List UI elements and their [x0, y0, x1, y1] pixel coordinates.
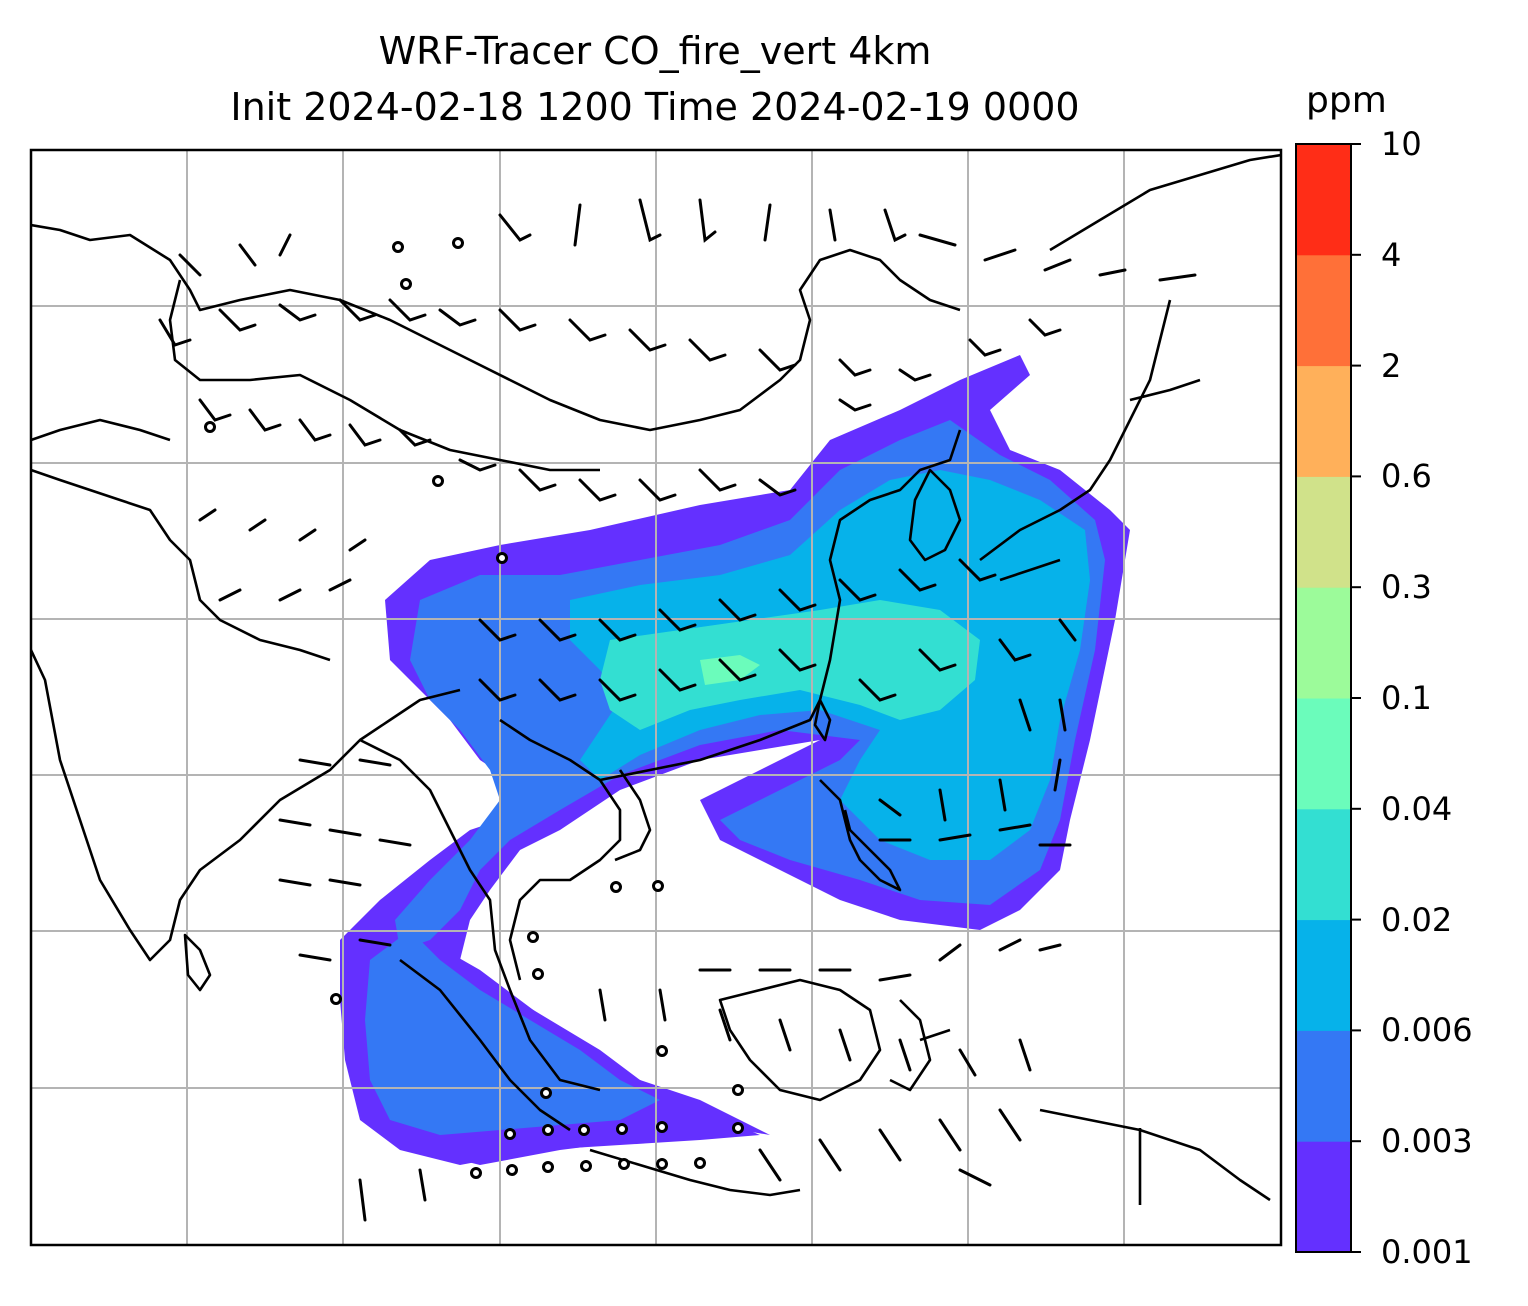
coast-taiwan	[813, 698, 832, 742]
map-title-line2: Init 2024-02-18 1200 Time 2024-02-19 000…	[230, 85, 1080, 129]
colorbar-tick-label: 4	[1381, 235, 1402, 274]
colorbar-segment	[1296, 1030, 1351, 1142]
wind-barbs	[158, 198, 1197, 1222]
coast-japan	[979, 299, 1201, 582]
colorbar-segment	[1296, 698, 1351, 810]
coast-sumatra	[399, 958, 571, 1132]
coast-russia-east	[1049, 153, 1281, 252]
map-frame	[29, 148, 1283, 1247]
coast-india-west	[31, 649, 461, 962]
colorbar-segment	[1296, 365, 1351, 477]
coast-vietnam	[614, 769, 652, 862]
colorbar-tick-label: 0.1	[1381, 679, 1432, 717]
coast-java	[589, 1148, 801, 1197]
colorbar-segment	[1296, 919, 1351, 1031]
coastlines	[31, 153, 1281, 1205]
plume-south-blue	[365, 930, 660, 1135]
colorbar-segment	[1296, 1141, 1351, 1253]
colorbar-tick-label: 0.003	[1381, 1122, 1473, 1161]
colorbar	[1295, 143, 1361, 1253]
colorbar-tick-label: 10	[1381, 125, 1422, 163]
colorbar-tick-label: 0.3	[1381, 568, 1432, 607]
colorbar-segment	[1296, 254, 1351, 367]
colorbar-tick-label: 0.02	[1381, 900, 1453, 939]
colorbar-tick-label: 0.001	[1381, 1233, 1473, 1271]
coast-new-guinea	[1039, 1108, 1271, 1202]
colorbar-segment	[1296, 476, 1351, 588]
colorbar-tick-label: 2	[1381, 346, 1402, 385]
map-gridlines	[31, 150, 1281, 1245]
map-title-line1: WRF-Tracer CO_fire_vert 4km	[378, 29, 932, 73]
coast-sulawesi	[889, 999, 951, 1092]
colorbar-segment	[1296, 144, 1351, 256]
colorbar-segment	[1296, 587, 1351, 699]
coast-bay-of-bengal	[359, 738, 601, 1092]
coast-west-border	[31, 468, 331, 662]
colorbar-tick-label: 0.006	[1381, 1011, 1473, 1050]
coast-north-border	[31, 223, 961, 432]
coast-borneo	[718, 978, 882, 1102]
coast-indochina	[499, 718, 622, 981]
coast-srilanka	[183, 933, 212, 992]
coast-philippines	[819, 779, 902, 892]
coast-central-asia	[31, 279, 600, 472]
colorbar-unit-label: ppm	[1306, 80, 1387, 121]
colorbar-tick-label: 0.6	[1381, 457, 1432, 496]
calm-wind-circles	[204, 237, 744, 1179]
coast-korea	[908, 468, 962, 562]
colorbar-tick-label: 0.04	[1381, 789, 1453, 828]
coast-china-south	[599, 429, 962, 782]
colorbar-segment	[1296, 808, 1351, 921]
tracer-plume	[340, 355, 1130, 1165]
